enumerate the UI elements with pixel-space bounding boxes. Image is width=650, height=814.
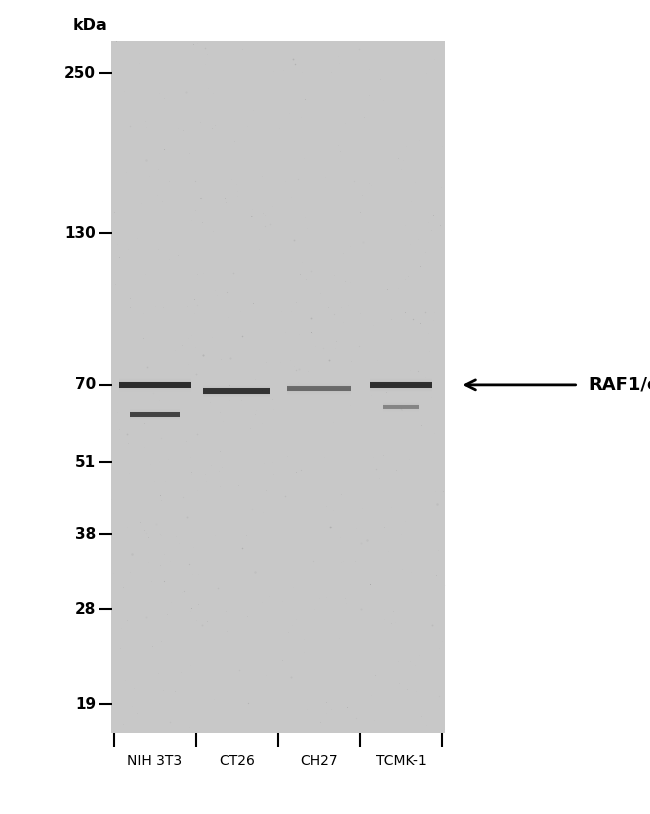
Text: TCMK-1: TCMK-1 xyxy=(376,754,426,768)
Bar xyxy=(287,387,351,392)
Bar xyxy=(382,405,419,409)
Bar xyxy=(119,382,191,387)
Text: CT26: CT26 xyxy=(219,754,255,768)
Text: 250: 250 xyxy=(64,66,96,81)
Text: 70: 70 xyxy=(75,378,96,392)
Text: 51: 51 xyxy=(75,455,96,470)
Text: NIH 3T3: NIH 3T3 xyxy=(127,754,183,768)
Text: 28: 28 xyxy=(75,602,96,617)
Text: RAF1/c-RAF: RAF1/c-RAF xyxy=(588,376,650,394)
Text: 38: 38 xyxy=(75,527,96,542)
Text: 130: 130 xyxy=(64,225,96,241)
Text: CH27: CH27 xyxy=(300,754,338,768)
Text: kDa: kDa xyxy=(73,18,107,33)
Bar xyxy=(203,388,270,394)
Text: 19: 19 xyxy=(75,697,96,711)
Bar xyxy=(129,412,180,417)
Bar xyxy=(111,41,445,733)
Bar xyxy=(370,382,432,388)
